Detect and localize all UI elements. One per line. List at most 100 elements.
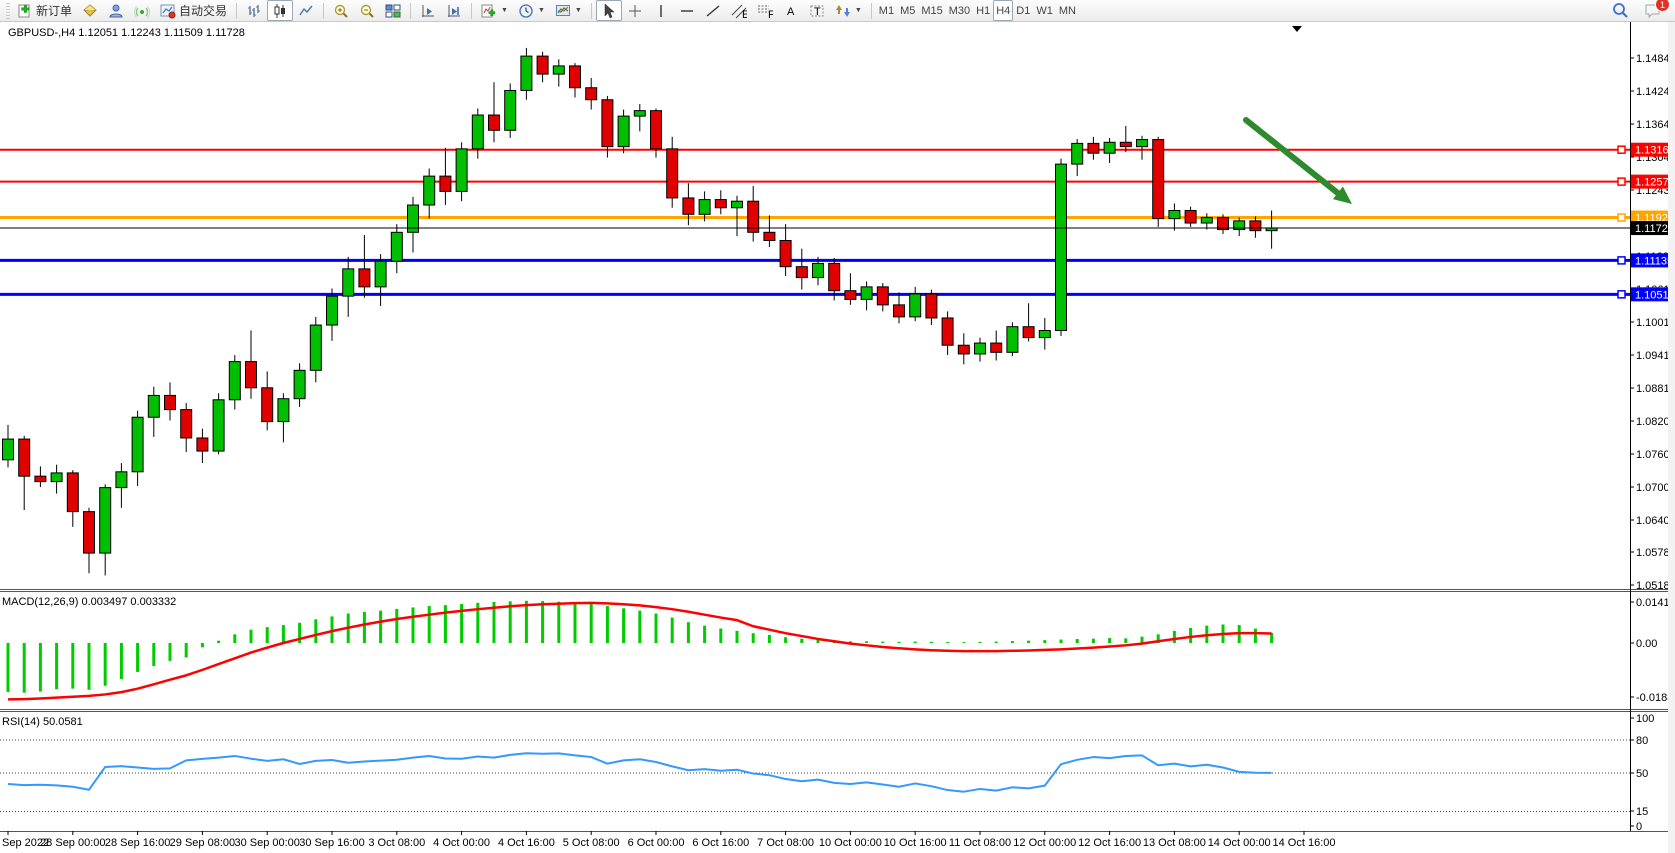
toolbar-separator <box>870 2 872 19</box>
date-tick-label: 30 Sep 00:00 <box>234 837 299 849</box>
candle-body <box>342 268 355 297</box>
vertical-line-tool-button[interactable] <box>648 0 674 21</box>
new-order-label: 新订单 <box>36 4 73 18</box>
horizontal-line-tool-button[interactable] <box>674 0 700 21</box>
trendline-tool-button[interactable] <box>700 0 726 21</box>
auto-trading-button[interactable]: 自动交易 <box>155 0 232 21</box>
timeframe-button-M5[interactable]: M5 <box>900 4 916 17</box>
tile-windows-button[interactable] <box>380 0 406 21</box>
price-line-pivot-line[interactable] <box>0 213 1630 222</box>
rsi-label: RSI(14) 50.0581 <box>2 716 83 728</box>
bar-chart-button[interactable] <box>241 0 267 21</box>
price-line-handle[interactable] <box>1617 145 1626 154</box>
signal-button[interactable] <box>129 0 155 21</box>
crosshair-tool-button[interactable] <box>622 0 648 21</box>
candle-body <box>633 110 646 117</box>
zoom-in-button[interactable] <box>328 0 354 21</box>
chart-forward-button[interactable] <box>415 0 441 21</box>
autoscroll-marker[interactable] <box>1292 26 1302 32</box>
price-tick-label: 1.05785 <box>1636 547 1675 559</box>
candle-body <box>1136 139 1148 148</box>
candle-body <box>439 175 452 192</box>
new-order-button[interactable]: 新订单 <box>12 0 77 21</box>
candle-body <box>682 197 695 215</box>
price-tick-label: 1.14245 <box>1636 86 1675 98</box>
text-label-tool-button[interactable]: T <box>804 0 830 21</box>
search-button[interactable] <box>1607 0 1633 21</box>
gold-icon <box>82 3 98 19</box>
price-line-handle[interactable] <box>1617 177 1626 186</box>
trendline-icon <box>705 3 721 19</box>
timeframe-button-MN[interactable]: MN <box>1058 4 1076 17</box>
timeframe-button-D1[interactable]: D1 <box>1016 4 1031 17</box>
candle-body <box>520 55 533 91</box>
timeframes-menu-button[interactable]: ▼ <box>513 0 550 21</box>
trend-arrow-annotation[interactable] <box>1243 117 1352 204</box>
horizontal-line-icon <box>679 3 695 19</box>
candle-body <box>650 110 662 150</box>
price-badge-box <box>1631 287 1675 302</box>
indicators-button[interactable]: ▼ <box>476 0 513 21</box>
date-tick-label: 14 Oct 16:00 <box>1273 837 1336 849</box>
timeframe-button-M1[interactable]: M1 <box>878 4 895 17</box>
template-icon <box>555 3 571 19</box>
price-line-resistance-1[interactable] <box>0 145 1630 154</box>
bar-chart-icon <box>246 3 262 19</box>
macd-tick-label: 0.00 <box>1636 638 1657 650</box>
templates-button[interactable]: ▼ <box>550 0 587 21</box>
candle-body <box>309 324 322 371</box>
candle-body <box>50 472 63 483</box>
price-line-support-1[interactable] <box>0 256 1630 265</box>
zoom-out-button[interactable] <box>354 0 380 21</box>
dropdown-caret: ▼ <box>501 7 508 14</box>
macd-label: MACD(12,26,9) 0.003497 0.003332 <box>2 596 176 608</box>
fibonacci-tool-button[interactable]: F <box>752 0 778 21</box>
price-line-support-2[interactable] <box>0 290 1630 299</box>
candle-body <box>131 416 144 473</box>
candle-body <box>1087 142 1100 154</box>
price-badge-resistance-1: 1.13164 <box>1631 142 1675 157</box>
rsi-tick-label: 0 <box>1636 821 1642 833</box>
chart-title: GBPUSD-,H4 1.12051 1.12243 1.11509 1.117… <box>8 27 245 39</box>
user-button[interactable] <box>103 0 129 21</box>
rsi-tick-label: 15 <box>1636 806 1648 818</box>
candle-body <box>925 293 938 319</box>
timeframe-button-W1[interactable]: W1 <box>1036 4 1053 17</box>
candle-body <box>1233 220 1246 231</box>
date-tick-label: 13 Oct 08:00 <box>1143 837 1206 849</box>
channel-icon: E <box>731 3 747 19</box>
price-tick-label: 1.08815 <box>1636 383 1675 395</box>
candle-body <box>1249 220 1262 232</box>
cursor-tool-button[interactable] <box>595 0 622 21</box>
svg-text:F: F <box>768 9 773 19</box>
price-badge-box <box>1631 221 1675 236</box>
current-price-badge: 1.11728 <box>1631 221 1675 236</box>
timeframe-button-H1[interactable]: H1 <box>976 4 991 17</box>
zoom-in-icon <box>333 3 349 19</box>
candlestick-chart-button[interactable] <box>267 0 294 21</box>
notifications-button[interactable]: 1 <box>1639 0 1670 21</box>
price-line-handle[interactable] <box>1617 213 1626 222</box>
arrows-tool-button[interactable]: ▼ <box>830 0 867 21</box>
candle-body <box>1184 209 1197 224</box>
crosshair-icon <box>627 3 643 19</box>
price-badge-label: 1.12579 <box>1635 177 1675 189</box>
price-line-resistance-2[interactable] <box>0 177 1630 186</box>
channel-tool-button[interactable]: E <box>726 0 752 21</box>
price-line-handle[interactable] <box>1617 256 1626 265</box>
chart-area[interactable]: 1.148451.142451.136451.130451.124301.118… <box>0 22 1675 853</box>
timeframe-button-M30[interactable]: M30 <box>948 4 971 17</box>
line-chart-button[interactable] <box>293 0 319 21</box>
candle-body <box>261 387 274 423</box>
gold-button[interactable] <box>77 0 103 21</box>
price-line-handle[interactable] <box>1617 290 1626 299</box>
text-tool-button[interactable]: A <box>778 0 804 21</box>
timeframe-button-M15[interactable]: M15 <box>921 4 943 17</box>
macd-tick-label: -0.018869 <box>1636 692 1675 704</box>
candle-body <box>795 266 808 279</box>
price-tick-label: 1.14845 <box>1636 53 1675 65</box>
candle-body <box>115 471 128 489</box>
timeframe-button-H4[interactable]: H4 <box>993 0 1014 21</box>
window-edge <box>1668 22 1675 853</box>
chart-end-button[interactable] <box>441 0 467 21</box>
